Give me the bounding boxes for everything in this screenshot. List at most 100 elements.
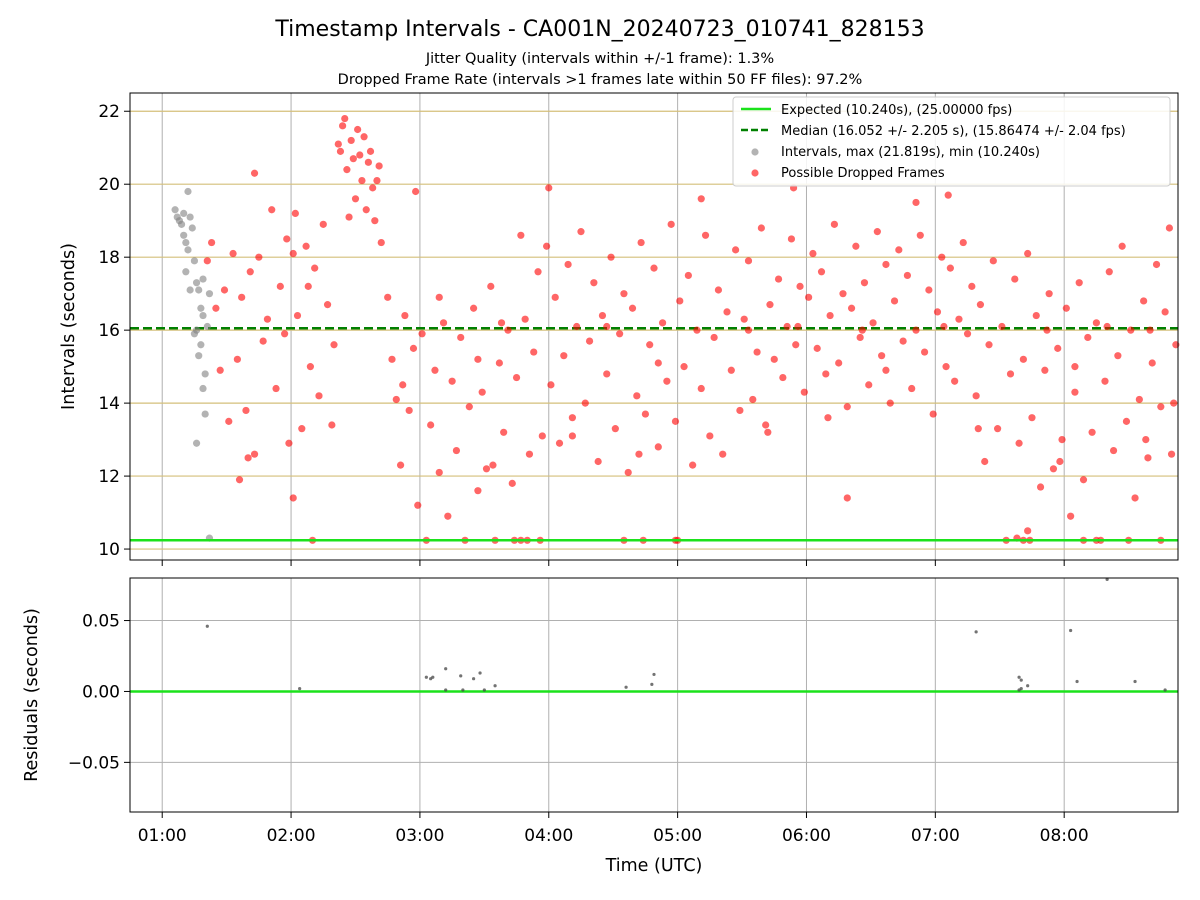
dropped-frame-point xyxy=(633,392,641,400)
dropped-frame-point xyxy=(414,501,422,509)
dropped-frame-point xyxy=(530,348,538,356)
dropped-frame-point xyxy=(504,326,512,334)
interval-point xyxy=(205,290,214,298)
dropped-frame-point xyxy=(216,366,224,374)
dropped-frame-point xyxy=(1127,326,1135,334)
dropped-frame-point xyxy=(852,242,860,250)
dropped-frame-point xyxy=(1170,399,1178,407)
dropped-frame-point xyxy=(912,198,920,207)
dropped-frame-point xyxy=(628,304,637,312)
dropped-frame-point xyxy=(1056,457,1064,466)
dropped-frame-point xyxy=(283,235,291,243)
dropped-frame-point xyxy=(543,242,551,250)
interval-point xyxy=(171,206,179,214)
dropped-frame-point xyxy=(635,450,643,458)
dropped-frame-point xyxy=(976,301,985,309)
dropped-frame-point xyxy=(805,293,813,301)
dropped-frame-point xyxy=(616,330,624,338)
dropped-frame-point xyxy=(933,308,942,316)
residual-point xyxy=(444,688,448,692)
interval-point xyxy=(197,341,205,349)
dropped-frame-point xyxy=(830,220,838,228)
intervals-panel: 10 12 14 16 18 20 22 Intervals (seconds) Expec… xyxy=(59,92,1180,566)
legend-intervals-swatch xyxy=(751,148,759,156)
dropped-frame-point xyxy=(658,319,667,327)
dropped-frame-point xyxy=(521,315,529,323)
dropped-frame-point xyxy=(369,184,377,192)
dropped-frame-point xyxy=(740,315,748,323)
dropped-frame-point xyxy=(246,268,254,276)
dropped-frame-point xyxy=(500,428,508,436)
dropped-frame-point xyxy=(1024,527,1032,535)
intervals-y-tick-label: 12 xyxy=(98,467,120,487)
dropped-frame-point xyxy=(641,410,650,418)
dropped-frame-point xyxy=(474,487,482,495)
dropped-frame-point xyxy=(714,286,723,294)
dropped-frame-point xyxy=(255,253,263,261)
subtitle-jitter: Jitter Quality (intervals within +/-1 fr… xyxy=(425,51,774,67)
residual-point xyxy=(1133,679,1137,684)
dropped-frame-point xyxy=(1036,483,1045,491)
dropped-frame-point xyxy=(581,399,589,407)
dropped-frame-point xyxy=(607,253,615,261)
dropped-frame-point xyxy=(1032,311,1040,320)
dropped-frame-point xyxy=(955,315,963,323)
dropped-frame-point xyxy=(706,432,714,440)
dropped-frame-point xyxy=(452,446,461,455)
dropped-frame-point xyxy=(951,377,959,385)
dropped-frame-point xyxy=(1144,454,1152,462)
dropped-frame-point xyxy=(568,414,576,422)
dropped-frame-point xyxy=(465,403,473,411)
dropped-frame-point xyxy=(285,439,293,447)
dropped-frame-point xyxy=(723,308,731,316)
residuals-y-axis-label: Residuals (seconds) xyxy=(22,608,42,782)
dropped-frame-point xyxy=(1152,260,1161,269)
legend-dropped-label: Possible Dropped Frames xyxy=(781,166,945,181)
dropped-frame-point xyxy=(242,406,250,415)
dropped-frame-point xyxy=(392,395,400,404)
interval-point xyxy=(184,246,192,254)
dropped-frame-point xyxy=(667,220,675,228)
dropped-frame-point xyxy=(701,231,710,239)
residual-point xyxy=(1017,675,1021,679)
legend-intervals-label: Intervals, max (21.819s), min (10.240s) xyxy=(781,145,1040,160)
dropped-frame-point xyxy=(1067,512,1075,520)
residual-point xyxy=(1163,688,1167,692)
residual-point xyxy=(1105,577,1109,582)
dropped-frame-point xyxy=(998,322,1006,331)
dropped-frame-point xyxy=(306,363,314,371)
dropped-frame-point xyxy=(680,363,688,371)
dropped-frame-point xyxy=(577,228,585,236)
dropped-frame-point xyxy=(244,454,252,462)
time-axis-label: Time (UTC) xyxy=(605,856,703,876)
interval-point xyxy=(199,311,207,320)
residuals-frame xyxy=(129,577,1179,813)
interval-point xyxy=(197,304,205,312)
dropped-frame-point xyxy=(235,476,244,484)
dropped-frame-point xyxy=(238,293,246,301)
dropped-frame-point xyxy=(912,326,920,334)
dropped-frame-point xyxy=(281,330,289,338)
dropped-frame-point xyxy=(985,341,993,349)
dropped-frame-point xyxy=(551,293,559,301)
dropped-frame-point xyxy=(418,330,426,338)
dropped-frame-point xyxy=(405,406,413,415)
dropped-frame-point xyxy=(972,392,980,400)
dropped-frame-point xyxy=(435,293,443,301)
dropped-frame-point xyxy=(225,417,233,425)
dropped-frame-point xyxy=(824,414,832,422)
interval-point xyxy=(182,238,190,247)
dropped-frame-point xyxy=(590,279,598,287)
residuals-points xyxy=(205,577,1167,692)
dropped-frame-point xyxy=(525,450,534,458)
dropped-frame-point xyxy=(1045,290,1053,298)
dropped-frame-point xyxy=(693,326,701,334)
dropped-frame-point xyxy=(478,388,486,396)
dropped-frame-point xyxy=(384,293,392,301)
dropped-frame-point xyxy=(336,147,345,155)
dropped-frame-point xyxy=(762,421,770,429)
dropped-frame-point xyxy=(1075,279,1083,287)
residual-point xyxy=(431,675,435,679)
dropped-frame-point xyxy=(684,271,692,280)
residuals-y-tick-label: 0.05 xyxy=(82,612,120,632)
